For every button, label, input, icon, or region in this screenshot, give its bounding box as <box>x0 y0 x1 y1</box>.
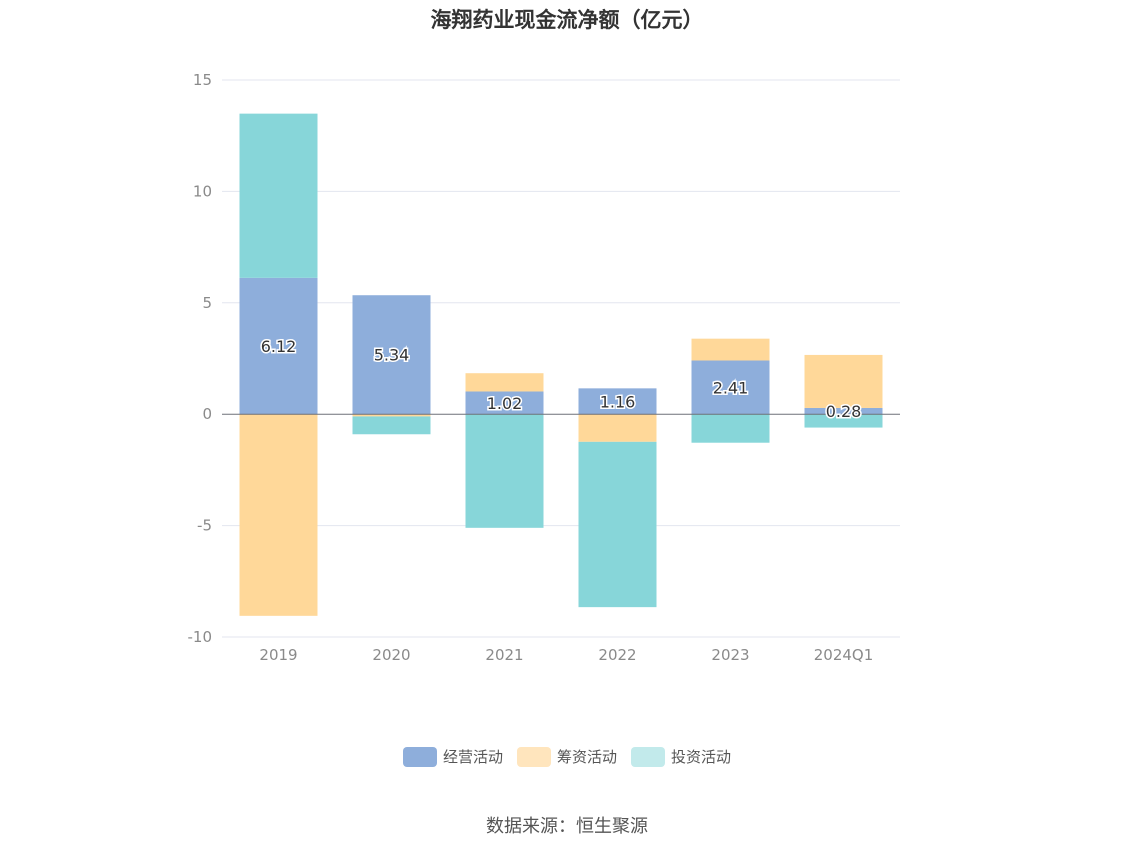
y-tick-label: 5 <box>202 294 212 312</box>
legend-swatch-investing <box>631 746 665 767</box>
legend-label-operating: 经营活动 <box>442 748 503 766</box>
bar-2-2024Q1 <box>804 414 883 428</box>
y-tick-label: -10 <box>188 628 213 646</box>
legend-swatch-operating <box>402 746 437 767</box>
bar-1-2024Q1 <box>804 354 883 408</box>
y-tick-label: 0 <box>202 405 212 423</box>
bar-0-2021 <box>465 391 544 415</box>
legend-label-investing: 投资活动 <box>671 748 732 766</box>
source-note: 数据来源：恒生聚源 <box>486 816 648 837</box>
legend-item-financing[interactable]: 筹资活动 <box>516 746 617 767</box>
bar-1-2020 <box>352 414 431 417</box>
bar-1-2019 <box>239 414 318 616</box>
bar-0-2022 <box>578 388 657 415</box>
data-label: 2.41 <box>713 378 749 397</box>
legend-label-financing: 筹资活动 <box>556 748 617 766</box>
bar-2-2023 <box>691 414 770 443</box>
bar-0-2023 <box>691 360 770 415</box>
data-label: 0.28 <box>826 402 862 421</box>
legend-item-investing[interactable]: 投资活动 <box>631 746 731 767</box>
y-tick-label: 15 <box>193 71 212 89</box>
bar-0-2020 <box>352 295 431 415</box>
data-label: 6.12 <box>261 337 297 356</box>
bar-2-2022 <box>578 441 657 608</box>
data-label: 1.02 <box>487 394 523 413</box>
bar-1-2021 <box>465 373 544 392</box>
bar-2-2021 <box>465 414 544 528</box>
x-tick-label: 2022 <box>598 646 636 664</box>
x-tick-label: 2020 <box>372 646 410 664</box>
bar-1-2022 <box>578 414 657 442</box>
x-tick-label: 2024Q1 <box>814 646 874 664</box>
bar-2-2019 <box>239 113 318 278</box>
y-tick-label: -5 <box>197 517 212 535</box>
data-label: 1.16 <box>600 392 636 411</box>
x-tick-label: 2023 <box>711 646 749 664</box>
chart-title: 海翔药业现金流净额（亿元） <box>430 8 704 32</box>
y-tick-label: 10 <box>193 182 212 200</box>
bar-0-2019 <box>239 277 318 415</box>
bar-1-2023 <box>691 338 770 361</box>
legend: 经营活动 筹资活动 投资活动 <box>0 746 1134 767</box>
data-label: 5.34 <box>374 346 410 365</box>
x-tick-label: 2019 <box>259 646 297 664</box>
legend-item-operating[interactable]: 经营活动 <box>402 746 503 767</box>
legend-swatch-financing <box>516 746 551 767</box>
bar-2-2020 <box>352 416 431 435</box>
x-tick-label: 2021 <box>485 646 523 664</box>
bar-0-2024Q1 <box>804 407 883 415</box>
